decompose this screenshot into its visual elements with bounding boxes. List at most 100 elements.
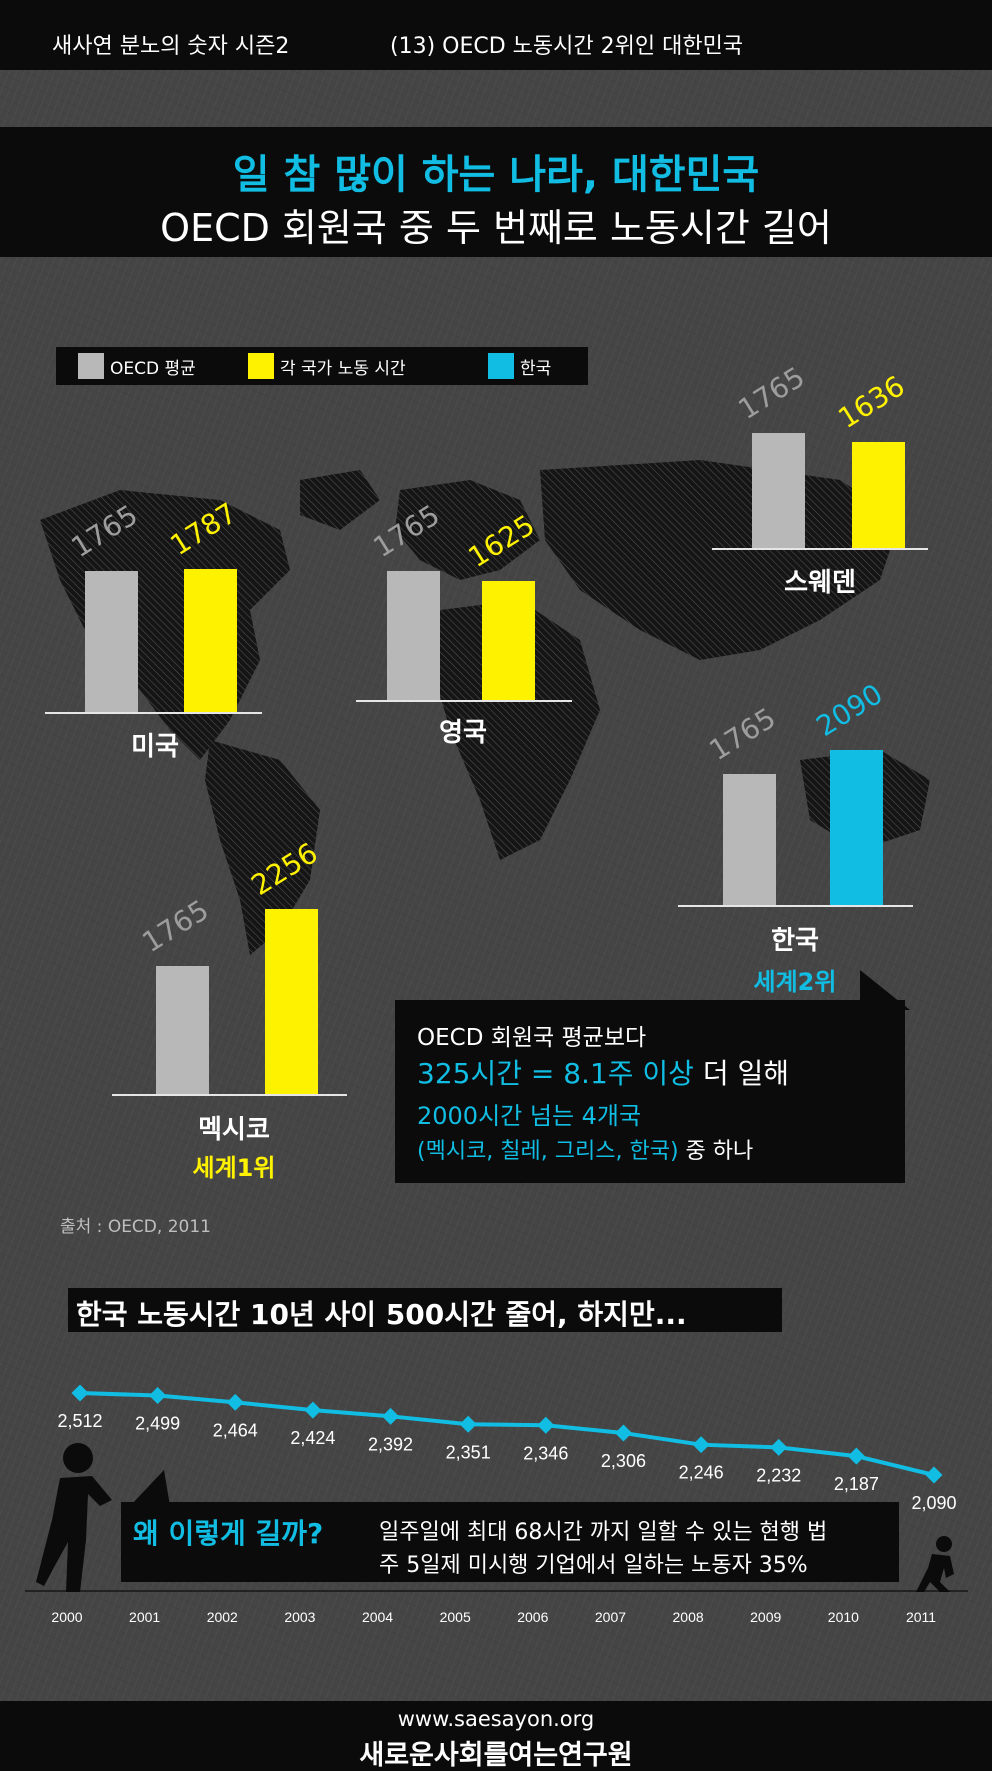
callout-highlight-hours: 325시간 = 8.1주 이상 bbox=[417, 1057, 694, 1090]
line-chart: 2,512 2000 2,499 2001 2,464 2002 2,424 2003 2,39… bbox=[25, 1384, 968, 1625]
trend-title: 한국 노동시간 10년 사이 500시간 줄어, 하지만... bbox=[76, 1298, 687, 1331]
bar-baseline bbox=[678, 905, 913, 907]
series-label: 새사연 분노의 숫자 시즌2 bbox=[52, 34, 290, 59]
callout-line-4-rest: 중 하나 bbox=[678, 1139, 754, 1164]
worker-figure-large-icon bbox=[36, 1443, 112, 1592]
bar-country-value bbox=[184, 569, 237, 712]
x-tick-label: 2010 bbox=[828, 1609, 859, 1625]
callout-line-3: 2000시간 넘는 4개국 bbox=[417, 1102, 642, 1130]
data-point bbox=[770, 1438, 788, 1456]
callout-line-2-rest: 더 일해 bbox=[693, 1057, 790, 1090]
source-label: 출처 : OECD, 2011 bbox=[60, 1217, 211, 1237]
data-point bbox=[692, 1436, 710, 1454]
bar-value-label-country: 1636 bbox=[832, 369, 911, 435]
data-point bbox=[614, 1424, 632, 1442]
map-greenland bbox=[300, 470, 380, 530]
why-title: 왜 이렇게 길까? bbox=[133, 1517, 324, 1550]
legend-label-country: 각 국가 노동 시간 bbox=[280, 358, 406, 379]
bar-baseline bbox=[356, 700, 572, 702]
x-tick-label: 2007 bbox=[595, 1609, 626, 1625]
subheadline: OECD 회원국 중 두 번째로 노동시간 길어 bbox=[160, 206, 832, 250]
callout-line-2: 325시간 = 8.1주 이상 더 일해 bbox=[417, 1052, 789, 1092]
legend-swatch-oecd-avg bbox=[78, 353, 104, 379]
data-point bbox=[382, 1407, 400, 1425]
bar-baseline bbox=[712, 548, 928, 550]
legend-label-oecd-avg: OECD 평균 bbox=[110, 358, 196, 379]
episode-label: (13) OECD 노동시간 2위인 대한민국 bbox=[390, 34, 744, 59]
data-label: 2,424 bbox=[290, 1428, 335, 1448]
bar-oecd-average bbox=[387, 571, 440, 700]
callout-box: OECD 회원국 평균보다 325시간 = 8.1주 이상 더 일해 2000시… bbox=[395, 1000, 905, 1183]
x-tick-label: 2006 bbox=[517, 1609, 548, 1625]
map-africa bbox=[430, 600, 600, 860]
data-label: 2,246 bbox=[679, 1463, 724, 1483]
country-label: 영국 bbox=[439, 718, 487, 748]
data-point bbox=[537, 1416, 555, 1434]
data-label: 2,346 bbox=[523, 1443, 568, 1463]
country-label: 한국 bbox=[771, 926, 819, 956]
x-tick-label: 2002 bbox=[207, 1609, 238, 1625]
why-box: 왜 이렇게 길까? 일주일에 최대 68시간 까지 일할 수 있는 현행 법 주… bbox=[121, 1502, 899, 1582]
worker-figure-small-icon bbox=[916, 1536, 954, 1592]
x-tick-label: 2009 bbox=[750, 1609, 781, 1625]
map-asia bbox=[540, 460, 900, 660]
x-tick-label: 2004 bbox=[362, 1609, 393, 1625]
x-tick-label: 2001 bbox=[129, 1609, 160, 1625]
title-box: 일 참 많이 하는 나라, 대한민국 OECD 회원국 중 두 번째로 노동시간… bbox=[0, 127, 992, 257]
map-south-america bbox=[205, 740, 320, 955]
bar-country-value bbox=[482, 581, 535, 700]
data-point bbox=[149, 1387, 167, 1405]
data-point bbox=[459, 1415, 477, 1433]
callout-highlight-countries: (멕시코, 칠레, 그리스, 한국) bbox=[417, 1139, 679, 1164]
map-europe bbox=[395, 480, 540, 580]
data-label: 2,090 bbox=[911, 1493, 956, 1513]
data-point bbox=[304, 1401, 322, 1419]
data-point bbox=[847, 1447, 865, 1465]
x-tick-label: 2005 bbox=[440, 1609, 471, 1625]
why-line-2: 주 5일제 미시행 기업에서 일하는 노동자 35% bbox=[379, 1553, 808, 1578]
legend-swatch-country bbox=[248, 353, 274, 379]
rank-label: 세계2위 bbox=[753, 968, 837, 996]
bar-country-value bbox=[852, 442, 905, 548]
bar-oecd-average bbox=[752, 433, 805, 548]
footer-url: www.saesayon.org bbox=[397, 1707, 595, 1731]
bar-country-value bbox=[830, 750, 883, 905]
callout-line-4: (멕시코, 칠레, 그리스, 한국) 중 하나 bbox=[417, 1133, 753, 1165]
legend: OECD 평균 각 국가 노동 시간 한국 bbox=[56, 347, 588, 385]
country-label: 멕시코 bbox=[198, 1115, 270, 1145]
x-tick-label: 2011 bbox=[906, 1609, 936, 1625]
country-label: 미국 bbox=[131, 732, 179, 762]
series-line-korea-hours bbox=[79, 1391, 935, 1477]
headline: 일 참 많이 하는 나라, 대한민국 bbox=[232, 152, 760, 198]
footer-org: 새로운사회를여는연구원 bbox=[359, 1740, 633, 1771]
x-tick-label: 2003 bbox=[284, 1609, 315, 1625]
why-box-tail bbox=[130, 1470, 170, 1506]
legend-swatch-korea bbox=[488, 353, 514, 379]
why-line-1: 일주일에 최대 68시간 까지 일할 수 있는 현행 법 bbox=[379, 1520, 828, 1545]
data-label: 2,187 bbox=[834, 1474, 879, 1494]
bar-value-label-oecd: 1765 bbox=[732, 360, 811, 426]
bar-oecd-average bbox=[85, 571, 138, 712]
data-label: 2,464 bbox=[213, 1420, 258, 1440]
data-point bbox=[925, 1466, 943, 1484]
legend-item-oecd-avg: OECD 평균 bbox=[78, 353, 196, 379]
bar-oecd-average bbox=[156, 966, 209, 1094]
rank-label: 세계1위 bbox=[192, 1154, 276, 1182]
legend-item-country: 각 국가 노동 시간 bbox=[248, 353, 406, 379]
footer: www.saesayon.org 새로운사회를여는연구원 bbox=[0, 1701, 992, 1771]
data-label: 2,306 bbox=[601, 1451, 646, 1471]
callout-line-1: OECD 회원국 평균보다 bbox=[417, 1025, 647, 1051]
top-header-bar bbox=[0, 0, 992, 70]
country-label: 스웨덴 bbox=[784, 568, 856, 598]
x-tick-label: 2000 bbox=[51, 1609, 82, 1625]
trend-title-box: 한국 노동시간 10년 사이 500시간 줄어, 하지만... bbox=[68, 1288, 782, 1332]
data-label: 2,351 bbox=[446, 1442, 491, 1462]
data-point bbox=[226, 1393, 244, 1411]
data-label: 2,512 bbox=[57, 1411, 102, 1431]
data-point bbox=[71, 1384, 89, 1402]
legend-item-korea: 한국 bbox=[488, 353, 551, 379]
x-tick-label: 2008 bbox=[673, 1609, 704, 1625]
data-label: 2,232 bbox=[756, 1465, 801, 1485]
legend-label-korea: 한국 bbox=[520, 358, 552, 379]
bar-oecd-average bbox=[723, 774, 776, 905]
